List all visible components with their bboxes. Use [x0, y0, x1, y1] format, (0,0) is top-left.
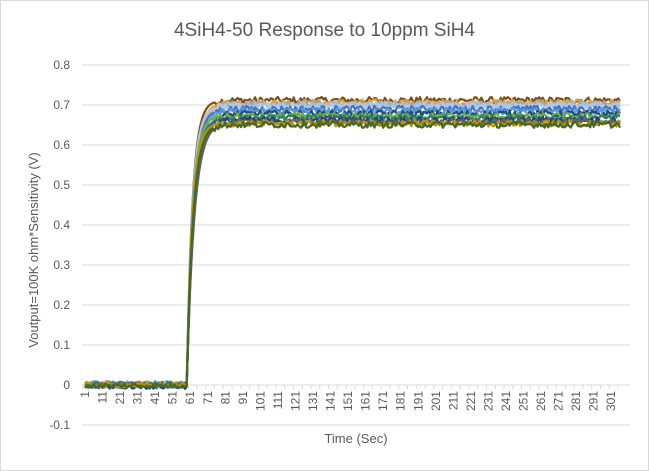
y-axis-title: Voutput=100K ohm*Sensitivity (V) — [26, 152, 41, 347]
x-tick-label: 291 — [587, 391, 601, 411]
series-line — [85, 104, 621, 390]
y-tick-label: 0.6 — [53, 138, 70, 152]
x-tick-label: 201 — [429, 391, 443, 411]
x-tick-label: 141 — [324, 391, 338, 411]
x-tick-label: 21 — [113, 391, 127, 405]
y-tick-label: 0.5 — [53, 178, 70, 192]
y-tick-label: 0.1 — [53, 338, 70, 352]
x-tick-label: 271 — [552, 391, 566, 411]
x-tick-label: 121 — [288, 391, 302, 411]
x-tick-label: 181 — [394, 391, 408, 411]
x-tick-label: 1 — [78, 391, 92, 398]
series-line — [84, 111, 621, 389]
series-line — [84, 113, 621, 388]
chart-title: 4SiH4-50 Response to 10ppm SiH4 — [173, 20, 475, 41]
series-line — [84, 106, 621, 388]
x-tick-label: 251 — [517, 391, 531, 411]
y-axis-tick-labels: -0.1 0 0.1 0.2 0.3 0.4 0.5 0.6 0.7 0.8 — [49, 58, 70, 432]
x-tick-label: 11 — [96, 391, 110, 404]
x-tick-label: 221 — [464, 391, 478, 411]
series-line — [84, 101, 621, 389]
x-tick-label: 301 — [604, 391, 618, 411]
x-tick-label: 91 — [236, 391, 250, 405]
series-line — [83, 98, 621, 388]
x-tick-label: 61 — [183, 391, 197, 405]
series-line — [84, 95, 621, 389]
y-tick-label: 0 — [63, 378, 70, 392]
x-tick-label: 101 — [253, 391, 267, 411]
x-tick-label: 71 — [201, 391, 215, 405]
series-line — [84, 119, 621, 389]
x-tick-label: 191 — [411, 391, 425, 411]
x-tick-label: 81 — [218, 391, 232, 405]
y-tick-label: -0.1 — [49, 418, 70, 432]
series-line — [84, 109, 621, 389]
x-tick-label: 211 — [446, 391, 460, 410]
series-line — [84, 120, 622, 390]
x-tick-label: 111 — [271, 391, 285, 410]
series-line — [84, 117, 621, 388]
x-tick-label: 131 — [306, 391, 320, 411]
y-tick-label: 0.7 — [53, 98, 70, 112]
x-tick-label: 241 — [499, 391, 513, 411]
x-tick-label: 261 — [534, 391, 548, 411]
series-line — [84, 115, 621, 390]
y-tick-label: 0.4 — [53, 218, 70, 232]
x-tick-label: 51 — [166, 391, 180, 405]
x-axis-title: Time (Sec) — [324, 431, 387, 446]
y-tick-label: 0.2 — [53, 298, 70, 312]
y-tick-label: 0.3 — [53, 258, 70, 272]
y-tick-label: 0.8 — [53, 58, 70, 72]
x-tick-label: 41 — [148, 391, 162, 405]
series-line — [84, 99, 621, 387]
series-lines — [83, 95, 622, 390]
x-tick-label: 31 — [131, 391, 145, 405]
x-axis: 1 11 21 31 41 51 61 71 81 91 101 111 121 131 141 151 161… — [78, 384, 630, 411]
x-tick-label: 171 — [376, 391, 390, 411]
x-tick-label: 151 — [341, 391, 355, 411]
x-tick-label: 161 — [359, 391, 373, 411]
x-tick-label: 231 — [481, 391, 495, 411]
x-tick-label: 281 — [569, 391, 583, 411]
